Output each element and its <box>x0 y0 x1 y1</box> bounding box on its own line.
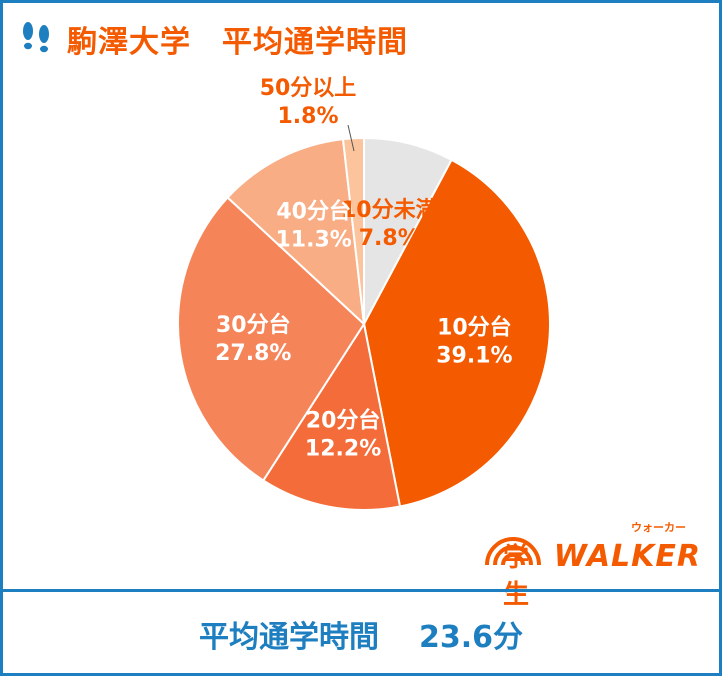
slice-label-1: 10分未満 <box>341 197 438 223</box>
pie-slice-5 <box>226 138 366 327</box>
summary-value: 23.6分 <box>418 620 524 655</box>
slice-label-2: 10分台 <box>437 314 512 340</box>
slice-value-2: 39.1% <box>436 343 512 368</box>
pie-slice-6 <box>341 136 365 325</box>
logo-brand: WALKER <box>553 539 701 574</box>
pie-slice-2 <box>362 158 551 508</box>
slice-label-6: 50分以上 <box>260 76 357 101</box>
title-subtitle: 平均通学時間 <box>222 25 408 60</box>
logo-arc-icon <box>485 537 541 566</box>
footprints-icon <box>23 22 49 53</box>
slice-value-4: 27.8% <box>215 341 291 366</box>
pie-slice-3 <box>261 321 402 511</box>
leader-line-50plus <box>347 124 355 152</box>
title-row: 駒澤大学 平均通学時間 <box>17 17 408 61</box>
average-summary: 平均通学時間 23.6分 <box>3 592 719 676</box>
summary-label: 平均通学時間 <box>198 620 379 655</box>
pie-chart: 10分未満 7.8% 10分台 39.1% 20分台 12.2% 30分台 27.8% 40分台… <box>177 76 551 511</box>
slice-value-1: 7.8% <box>359 226 420 251</box>
slice-value-6: 1.8% <box>277 104 338 129</box>
pie-slice-1 <box>363 136 453 325</box>
slice-value-5: 11.3% <box>275 227 351 252</box>
slice-label-4: 30分台 <box>216 312 291 338</box>
divider <box>3 589 719 592</box>
slice-label-3: 20分台 <box>306 408 381 434</box>
chart-panel: 駒澤大学 平均通学時間 10分未満 7.8% 10分台 39.1% 20分台 12.2% 3… <box>3 3 719 610</box>
logo-kana: ウォーカー <box>631 521 686 534</box>
gakusei-walker-logo: ウォーカー 学生 WALKER <box>481 515 701 610</box>
logo-text: 学生 WALKER <box>503 537 701 611</box>
slice-label-5: 40分台 <box>276 198 351 224</box>
slice-value-3: 12.2% <box>305 437 381 462</box>
logo-kanji: 学生 <box>503 543 530 610</box>
pie-slice-4 <box>177 196 366 482</box>
page-title: 駒澤大学 平均通学時間 <box>67 17 408 61</box>
title-university: 駒澤大学 <box>67 25 191 60</box>
